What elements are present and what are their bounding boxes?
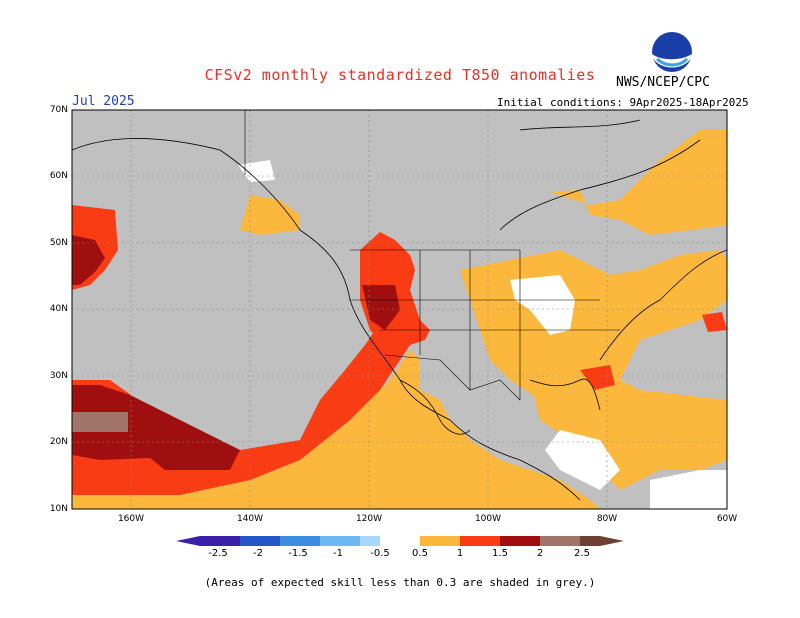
no-signal-region-midwest: [510, 275, 575, 335]
anomaly-region-west-darkred: [362, 285, 400, 330]
anomaly-region-bc-orange: [240, 195, 300, 235]
colorbar-seg-lt-2.5: [176, 536, 200, 546]
colorbar-seg-gt-2.5: [600, 536, 624, 546]
colorbar-seg-0.5: [420, 536, 460, 546]
map-frame: [71, 109, 728, 510]
anomaly-region-pacific-darkred: [72, 385, 240, 470]
anomaly-region-florida-red: [580, 365, 615, 390]
lon-label-120w: 120W: [355, 514, 383, 524]
colorbar-tick: -0.5: [370, 548, 390, 559]
colorbar-seg-neg2: [240, 536, 280, 546]
source-label: NWS/NCEP/CPC: [616, 75, 710, 90]
colorbar-tick: -2.5: [208, 548, 228, 559]
colorbar-seg-1: [460, 536, 500, 546]
anomaly-region-canada-orange: [550, 130, 727, 235]
no-signal-region-caribbean: [545, 430, 620, 490]
lat-label-10n: 10N: [49, 504, 68, 514]
lat-label-40n: 40N: [49, 304, 68, 314]
lon-label-60w: 60W: [716, 514, 738, 524]
chart-title: CFSv2 monthly standardized T850 anomalie…: [204, 66, 596, 84]
lat-label-50n: 50N: [49, 238, 68, 248]
anomaly-region-atlantic-red: [702, 312, 727, 332]
anomaly-region-caribbean-orange: [530, 370, 727, 490]
anomaly-region-pacific-orange: [72, 350, 600, 509]
lat-label-30n: 30N: [49, 371, 68, 381]
lon-label-100w: 100W: [474, 514, 502, 524]
no-signal-region-bc: [238, 160, 275, 182]
lat-label-60n: 60N: [49, 171, 68, 181]
lon-label-140w: 140W: [236, 514, 264, 524]
grid-lines: [72, 110, 727, 509]
colorbar: [176, 536, 624, 546]
colorbar-seg-2: [540, 536, 580, 546]
anomaly-region-pacific-brown: [72, 412, 128, 432]
skill-note: (Areas of expected skill less than 0.3 a…: [204, 576, 596, 589]
colorbar-tick: 1.5: [492, 548, 508, 559]
colorbar-tick: 2: [536, 548, 544, 559]
colorbar-tick: 0.5: [412, 548, 428, 559]
lat-label-20n: 20N: [49, 437, 68, 447]
colorbar-seg-neutral: [380, 536, 420, 546]
initial-conditions: Initial conditions: 9Apr2025-18Apr2025: [497, 96, 749, 109]
colorbar-tick: 2.5: [574, 548, 590, 559]
anomaly-region-npacific-darkred: [72, 235, 105, 285]
colorbar-tick: -2: [253, 548, 263, 559]
coastlines: [72, 119, 727, 501]
target-month: Jul 2025: [72, 94, 135, 109]
lat-label-70n: 70N: [49, 105, 68, 115]
noaa-logo: [651, 31, 693, 77]
no-signal-region-east-pacific: [650, 470, 727, 509]
colorbar-seg-neg2.5: [200, 536, 240, 546]
colorbar-tick: -1: [333, 548, 343, 559]
colorbar-tick: 1: [456, 548, 464, 559]
lon-label-160w: 160W: [117, 514, 145, 524]
lon-label-80w: 80W: [596, 514, 618, 524]
colorbar-seg-1.5: [500, 536, 540, 546]
colorbar-seg-neg1: [320, 536, 360, 546]
political-borders: [244, 110, 620, 401]
colorbar-seg-2.5: [580, 536, 600, 546]
colorbar-seg-neg1.5: [280, 536, 320, 546]
colorbar-tick: -1.5: [288, 548, 308, 559]
